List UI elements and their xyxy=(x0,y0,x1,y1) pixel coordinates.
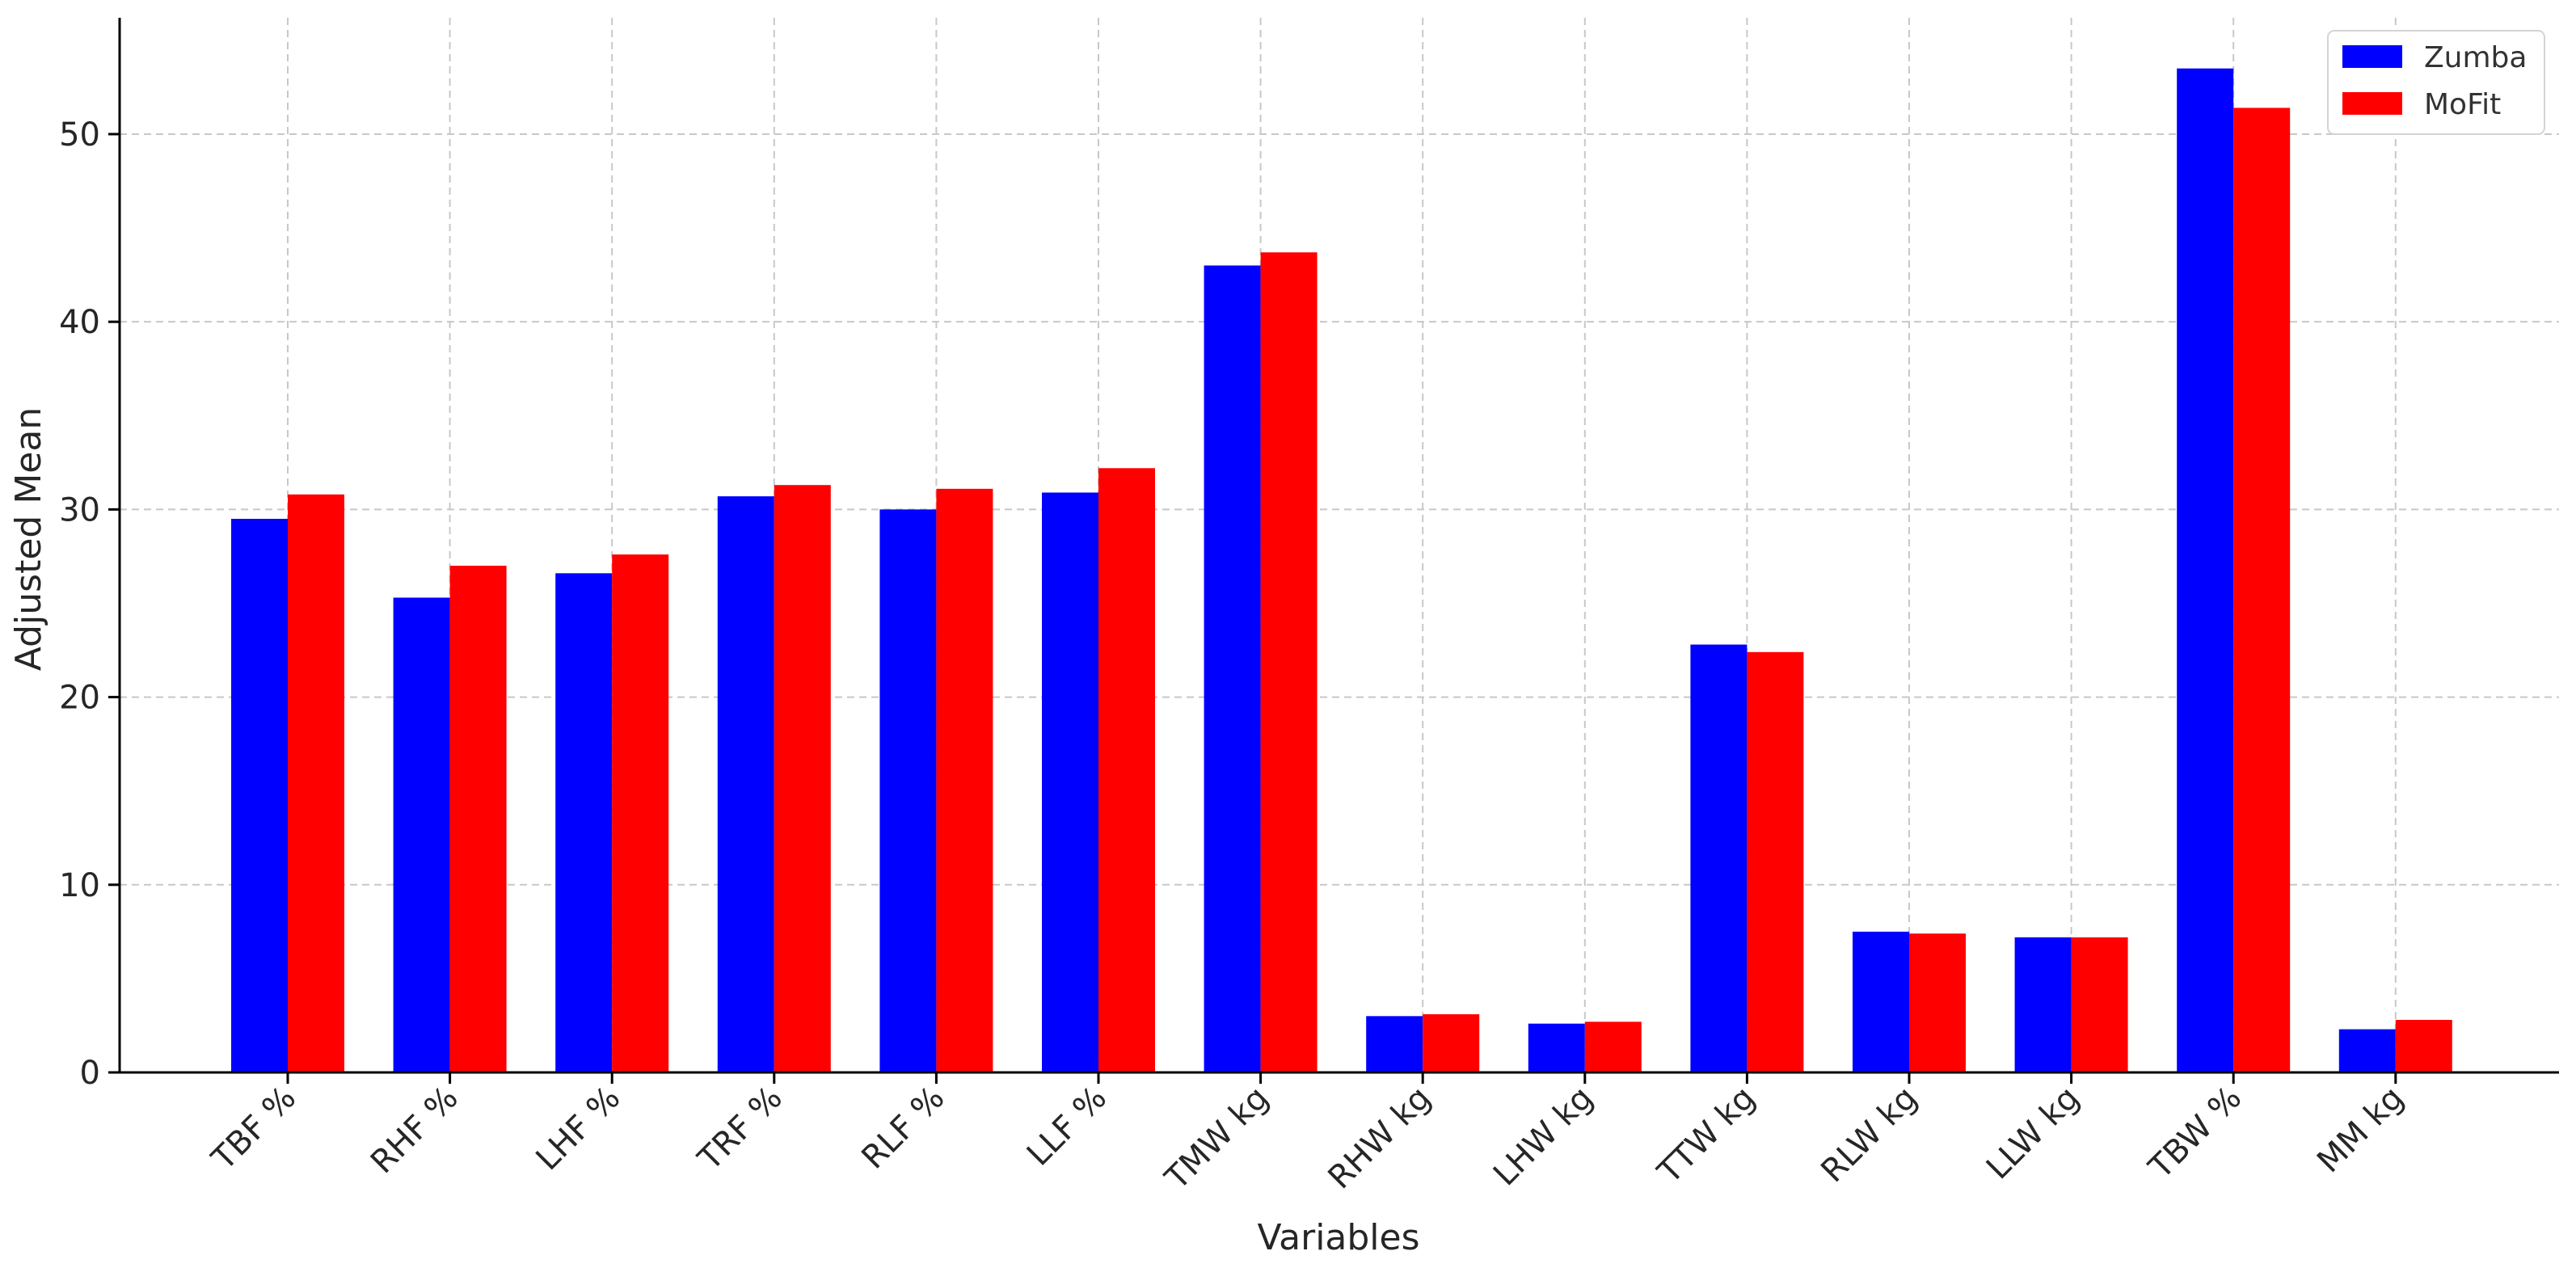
y-tick-label: 50 xyxy=(59,116,100,154)
x-tick-label-llw-kg: LLW kg xyxy=(1979,1080,2087,1187)
x-tick-label-ttw-kg: TTW kg xyxy=(1651,1080,1763,1192)
bar-zumba-lhf-pct xyxy=(555,573,613,1072)
legend-label-zumba: Zumba xyxy=(2424,41,2527,74)
legend-label-mofit: MoFit xyxy=(2424,88,2501,121)
bar-zumba-ttw-kg xyxy=(1690,644,1748,1072)
bar-mofit-tmw-kg xyxy=(1260,252,1318,1072)
bar-mofit-lhw-kg xyxy=(1584,1022,1642,1072)
bar-zumba-tbw-pct xyxy=(2177,68,2234,1073)
bar-zumba-trf-pct xyxy=(717,496,774,1072)
bar-zumba-rhw-kg xyxy=(1366,1016,1423,1072)
y-axis-title: Adjusted Mean xyxy=(8,407,49,671)
y-tick-label: 10 xyxy=(59,867,100,904)
x-tick-label-lhf-pct: LHF % xyxy=(529,1080,628,1178)
bar-mofit-rlf-pct xyxy=(936,488,993,1072)
bar-mofit-rlw-kg xyxy=(1909,933,1966,1072)
bar-mofit-trf-pct xyxy=(774,485,831,1072)
x-tick-label-rlf-pct: RLF % xyxy=(854,1080,951,1177)
bar-zumba-mm-kg xyxy=(2338,1029,2396,1072)
bar-zumba-llw-kg xyxy=(2014,937,2072,1072)
bar-mofit-lhf-pct xyxy=(612,554,669,1072)
bar-mofit-rhw-kg xyxy=(1423,1014,1480,1072)
bar-zumba-rlf-pct xyxy=(879,509,937,1072)
bar-mofit-tbw-pct xyxy=(2233,107,2291,1072)
x-tick-label-llf-pct: LLF % xyxy=(1020,1080,1114,1173)
y-tick-label: 0 xyxy=(80,1055,100,1092)
bar-mofit-ttw-kg xyxy=(1747,651,1804,1072)
y-tick-label: 20 xyxy=(59,680,100,717)
bar-mofit-llw-kg xyxy=(2071,937,2128,1072)
bar-zumba-tbf-pct xyxy=(231,518,288,1072)
bar-mofit-tbf-pct xyxy=(288,494,344,1072)
y-tick-label: 30 xyxy=(59,491,100,529)
x-tick-label-mm-kg: MM kg xyxy=(2310,1080,2411,1181)
bar-zumba-rlw-kg xyxy=(1853,931,1909,1072)
bars-layer xyxy=(231,68,2452,1073)
x-axis-title: Variables xyxy=(1257,1217,1419,1258)
y-tick-label: 40 xyxy=(59,304,100,341)
bar-zumba-tmw-kg xyxy=(1204,265,1261,1072)
bar-zumba-llf-pct xyxy=(1042,492,1098,1072)
x-tick-label-tbf-pct: TBF % xyxy=(204,1080,303,1178)
x-tick-label-rlw-kg: RLW kg xyxy=(1814,1080,1925,1190)
legend-swatch-mofit xyxy=(2342,92,2402,115)
axes-layer xyxy=(118,18,2559,1074)
x-tick-label-rhw-kg: RHW kg xyxy=(1322,1080,1439,1197)
bar-mofit-llf-pct xyxy=(1098,468,1155,1072)
bar-zumba-rhf-pct xyxy=(393,597,450,1072)
x-tick-label-tbw-pct: TBW % xyxy=(2142,1080,2249,1187)
x-tick-label-lhw-kg: LHW kg xyxy=(1486,1080,1600,1194)
bar-mofit-mm-kg xyxy=(2395,1019,2452,1072)
legend-swatch-zumba xyxy=(2342,45,2402,68)
x-tick-label-trf-pct: TRF % xyxy=(691,1080,790,1178)
x-tick-label-rhf-pct: RHF % xyxy=(364,1080,466,1182)
x-tick-label-tmw-kg: TMW kg xyxy=(1157,1080,1275,1198)
bar-zumba-lhw-kg xyxy=(1528,1023,1585,1072)
legend: Zumba MoFit xyxy=(2327,30,2545,135)
bar-mofit-rhf-pct xyxy=(449,566,507,1072)
